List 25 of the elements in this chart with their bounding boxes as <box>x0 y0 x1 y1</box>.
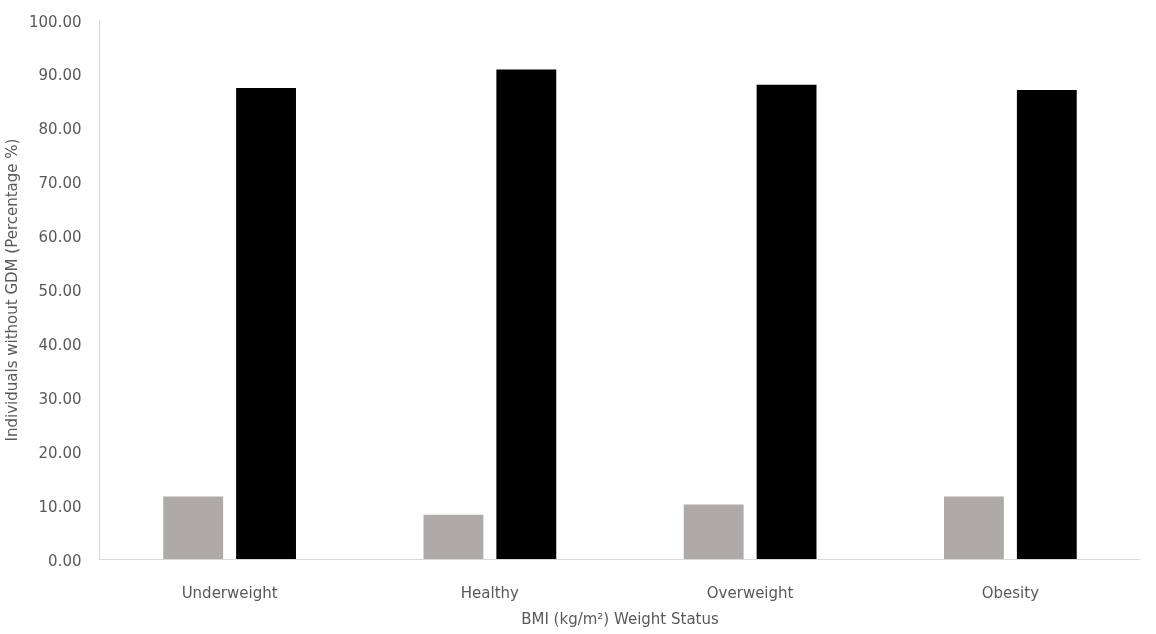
y-tick-label: 30.00 <box>38 389 82 408</box>
x-tick-label: Underweight <box>181 583 278 602</box>
y-tick-label: 0.00 <box>48 551 82 570</box>
bar <box>756 84 817 560</box>
bar <box>496 69 557 560</box>
bar <box>683 504 744 560</box>
y-tick-label: 90.00 <box>38 66 82 85</box>
x-tick-label: Healthy <box>460 583 520 602</box>
bar <box>163 496 224 560</box>
y-tick-label: 20.00 <box>38 443 82 462</box>
bar <box>944 496 1004 560</box>
y-tick-label: 10.00 <box>38 497 82 516</box>
x-tick-label: Overweight <box>706 583 794 602</box>
y-tick-label: 70.00 <box>38 174 82 193</box>
bar <box>1016 90 1077 560</box>
bar <box>423 514 484 560</box>
y-axis-title: Individuals without GDM (Percentage %) <box>3 138 22 442</box>
y-tick-label: 100.00 <box>29 12 82 31</box>
x-axis-title: BMI (kg/m²) Weight Status <box>521 609 719 628</box>
y-tick-label: 50.00 <box>38 282 82 300</box>
x-tick-label: Obesity <box>981 583 1040 602</box>
bar <box>236 87 296 560</box>
y-tick-label: 80.00 <box>38 120 82 139</box>
y-tick-label: 60.00 <box>38 228 82 247</box>
y-tick-label: 40.00 <box>38 335 82 354</box>
